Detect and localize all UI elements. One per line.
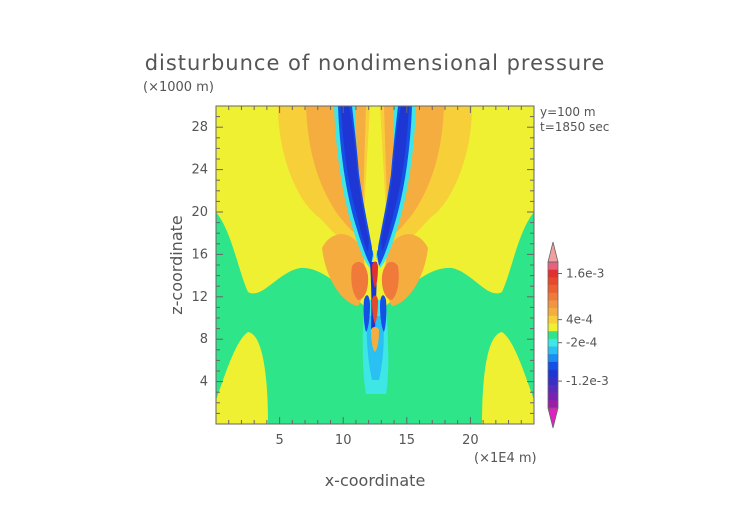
x-tick-label: 15 (399, 433, 416, 448)
colorbar-swatch (548, 262, 558, 270)
colorbar-swatch (548, 354, 558, 363)
red-lobe-right (381, 261, 399, 300)
colorbar-label: 1.6e-3 (566, 267, 604, 281)
y-tick-label: 28 (191, 120, 208, 135)
x-axis: 5 10 15 20 (228, 106, 522, 448)
colorbar-max-arrow (547, 241, 559, 263)
colorbar-label: -2e-4 (566, 336, 597, 350)
core-blue-side-right (380, 295, 387, 332)
colorbar-swatch (548, 285, 558, 294)
yellow-lobe-right (482, 332, 534, 424)
core-red-spot-upper (372, 261, 378, 288)
colorbar-swatch (548, 331, 558, 340)
y-tick-label: 24 (191, 163, 208, 178)
colorbar-swatch (548, 361, 558, 370)
colorbar: 1.6e-3 4e-4 -2e-4 -1.2e-3 (547, 241, 609, 429)
colorbar-swatch (548, 269, 558, 278)
colorbar-label: -1.2e-3 (566, 374, 609, 388)
x-axis-title: x-coordinate (325, 471, 426, 490)
y-tick-label: 4 (200, 375, 208, 390)
z-unit-label: (×1000 m) (143, 80, 214, 95)
info-line-y: y=100 m (540, 105, 596, 119)
y-tick-label: 8 (200, 332, 208, 347)
x-tick-label: 10 (335, 433, 352, 448)
core-blue-side-left (363, 295, 370, 332)
colorbar-min-arrow (547, 407, 559, 429)
colorbar-frame (547, 261, 559, 409)
colorbar-swatch (548, 300, 558, 309)
colorbar-swatch (548, 369, 558, 378)
y-tick-label: 16 (191, 247, 208, 262)
x-tick-label: 20 (462, 433, 479, 448)
center-column-yellow (370, 106, 380, 250)
navy-core-left (341, 106, 369, 252)
y-axis: 4 8 12 16 20 24 28 (191, 116, 534, 414)
y-axis-title: z-coordinate (167, 215, 186, 315)
y-tick-label: 12 (191, 290, 208, 305)
yellow-lobe-left (216, 332, 268, 424)
colorbar-swatch (548, 338, 558, 347)
colorbar-swatch (548, 292, 558, 301)
colorbar-swatch (548, 377, 558, 386)
colorbar-swatch (548, 384, 558, 393)
colorbar-swatch (548, 277, 558, 286)
colorbar-swatch (548, 400, 558, 409)
colorbar-swatch (548, 308, 558, 317)
plot-area (216, 106, 534, 424)
x-unit-label: (×1E4 m) (474, 451, 537, 466)
colorbar-swatch (548, 315, 558, 324)
x-tick-label: 5 (275, 433, 283, 448)
core-orange-bottom (371, 327, 379, 352)
red-lobe-left (351, 261, 369, 300)
navy-core-right (381, 106, 409, 252)
colorbar-swatch (548, 346, 558, 355)
colorbar-label: 4e-4 (566, 313, 593, 327)
core-red-spot-lower (372, 295, 378, 324)
info-line-t: t=1850 sec (540, 120, 609, 134)
colorbar-swatch (548, 392, 558, 401)
y-tick-label: 20 (191, 205, 208, 220)
colorbar-swatch (548, 323, 558, 332)
chart-title: disturbunce of nondimensional pressure (145, 51, 606, 75)
